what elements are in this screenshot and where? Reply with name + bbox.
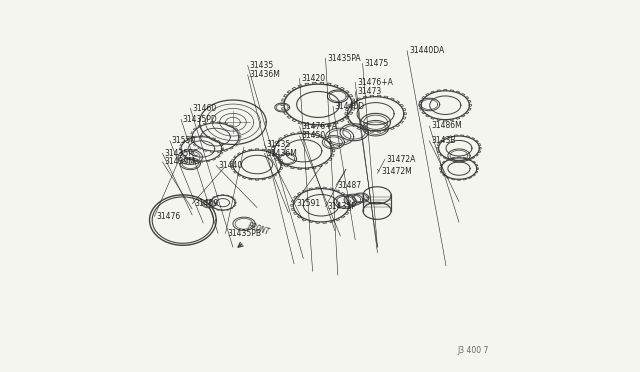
Text: 31472A: 31472A [387, 155, 416, 164]
Text: 31450: 31450 [301, 131, 326, 141]
Text: 31473: 31473 [357, 87, 381, 96]
Text: 31435P: 31435P [328, 202, 356, 211]
Text: 31550: 31550 [172, 136, 196, 145]
Text: 31435PB: 31435PB [227, 229, 261, 238]
Text: 31472M: 31472M [381, 167, 412, 176]
Text: 31440: 31440 [218, 161, 243, 170]
Text: 31476+A: 31476+A [301, 122, 337, 131]
Text: J3 400 7: J3 400 7 [457, 346, 488, 355]
Text: 31476: 31476 [156, 212, 180, 221]
Text: FRONT: FRONT [246, 222, 271, 237]
Text: 31469: 31469 [194, 199, 218, 208]
Text: 31436M: 31436M [250, 70, 280, 79]
Text: 31436M: 31436M [266, 149, 297, 158]
Text: 31420: 31420 [301, 74, 326, 83]
Text: 31486M: 31486M [431, 122, 462, 131]
Text: 31435PA: 31435PA [328, 54, 361, 62]
Text: 31435: 31435 [250, 61, 274, 70]
Text: 31440D: 31440D [335, 102, 365, 111]
Text: 31440DA: 31440DA [409, 46, 444, 55]
Text: 31475: 31475 [364, 59, 388, 68]
Text: 31435: 31435 [266, 140, 291, 149]
Text: 31435PC: 31435PC [164, 149, 198, 158]
Text: 31460: 31460 [192, 104, 216, 113]
Text: 31476+A: 31476+A [357, 78, 393, 87]
Text: 31487: 31487 [338, 181, 362, 190]
Text: 3143B: 3143B [431, 136, 456, 145]
Text: 31591: 31591 [296, 199, 320, 208]
Text: 31435PD: 31435PD [183, 115, 218, 124]
Text: 31439M: 31439M [164, 157, 195, 166]
